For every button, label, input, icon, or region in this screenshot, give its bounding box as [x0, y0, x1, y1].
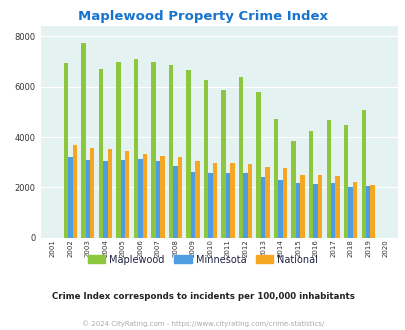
Bar [273, 119, 278, 238]
Bar [142, 154, 147, 238]
Bar [72, 145, 77, 238]
Text: Maplewood Property Crime Index: Maplewood Property Crime Index [78, 10, 327, 23]
Bar [330, 182, 335, 238]
Bar [260, 177, 264, 238]
Bar [208, 173, 212, 238]
Bar [107, 149, 112, 238]
Bar [326, 120, 330, 238]
Bar [365, 185, 369, 238]
Bar [317, 175, 321, 238]
Bar [243, 173, 247, 238]
Bar [295, 183, 300, 238]
Bar [256, 92, 260, 238]
Bar [64, 63, 68, 238]
Legend: Maplewood, Minnesota, National: Maplewood, Minnesota, National [84, 251, 321, 269]
Bar [247, 164, 252, 238]
Bar [282, 168, 286, 238]
Bar [225, 173, 230, 238]
Bar [81, 43, 85, 238]
Bar [168, 65, 173, 238]
Bar [369, 185, 374, 238]
Bar [239, 77, 243, 238]
Bar [278, 180, 282, 238]
Bar [203, 80, 208, 238]
Bar [264, 167, 269, 238]
Bar [190, 172, 195, 238]
Bar [291, 141, 295, 238]
Bar [116, 62, 120, 238]
Bar [212, 163, 217, 238]
Bar [352, 182, 356, 238]
Bar [125, 151, 129, 238]
Bar [335, 176, 339, 238]
Bar [230, 163, 234, 238]
Bar [186, 70, 190, 238]
Bar [195, 161, 199, 238]
Bar [360, 110, 365, 238]
Bar [343, 125, 347, 238]
Bar [156, 161, 160, 238]
Bar [138, 159, 142, 238]
Bar [313, 184, 317, 238]
Bar [300, 175, 304, 238]
Bar [103, 161, 107, 238]
Bar [85, 160, 90, 238]
Bar [347, 187, 352, 238]
Bar [160, 156, 164, 238]
Bar [98, 69, 103, 238]
Bar [134, 59, 138, 238]
Bar [90, 148, 94, 238]
Bar [120, 160, 125, 238]
Bar [173, 166, 177, 238]
Bar [68, 157, 72, 238]
Bar [221, 90, 225, 238]
Bar [177, 157, 181, 238]
Text: Crime Index corresponds to incidents per 100,000 inhabitants: Crime Index corresponds to incidents per… [51, 292, 354, 301]
Bar [151, 62, 156, 238]
Bar [308, 131, 313, 238]
Text: © 2024 CityRating.com - https://www.cityrating.com/crime-statistics/: © 2024 CityRating.com - https://www.city… [82, 321, 323, 327]
